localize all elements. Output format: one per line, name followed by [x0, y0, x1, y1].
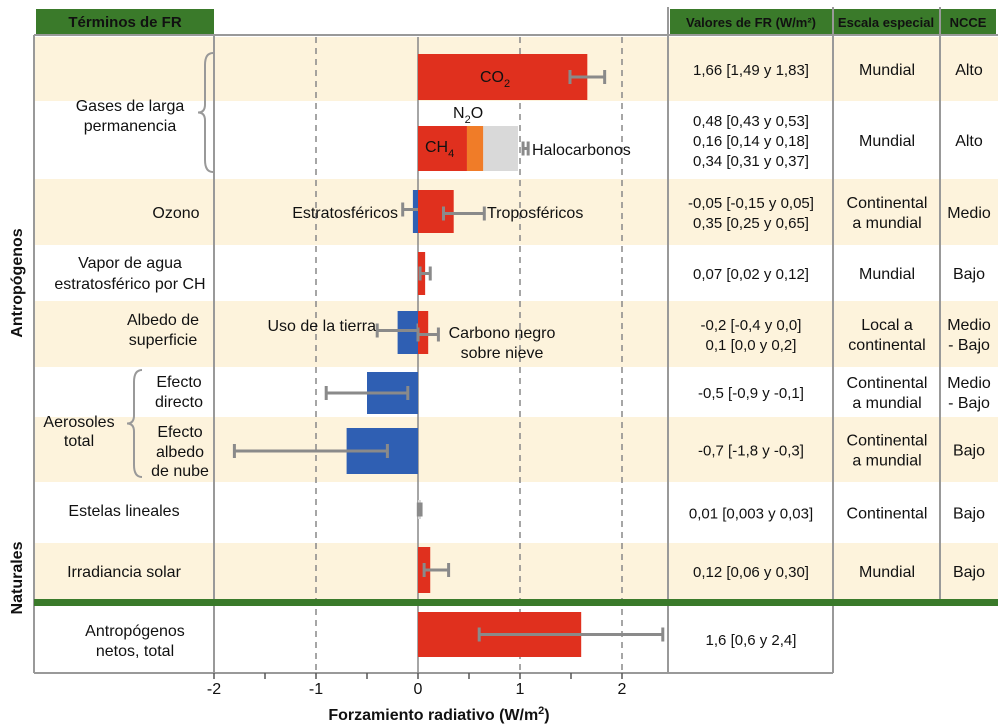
group-label-natural: Naturales: [9, 541, 26, 614]
group-label-anthropogenic: Antropógenos: [9, 228, 26, 337]
bar-ch4: [418, 126, 467, 171]
bar-carbono-negro-sobre-nieve: [418, 311, 429, 354]
header-ncce-bg: [941, 9, 996, 34]
ncce-text: Alto: [955, 62, 983, 79]
ncce-text: Bajo: [953, 506, 985, 523]
annotation-stratospheric: Estratosféricos: [292, 205, 398, 222]
scale-text: a mundial: [852, 395, 921, 412]
bar-halocarbonos: [483, 126, 518, 171]
row-band: [34, 543, 998, 599]
value-text: 0,16 [0,14 y 0,18]: [693, 133, 809, 150]
group-separator: [34, 599, 998, 606]
aerosol-group-label: Aerosoles: [43, 414, 114, 431]
scale-text: Continental: [847, 375, 928, 392]
row-label: permanencia: [84, 118, 177, 135]
scale-text: Local a: [861, 317, 913, 334]
annotation-black-carbon: Carbono negro: [449, 325, 556, 342]
row-label: directo: [155, 394, 203, 411]
annotation-halocarbons: Halocarbonos: [532, 142, 631, 159]
row-label: Antropógenos: [85, 623, 185, 640]
value-text: -0,2 [-0,4 y 0,0]: [701, 317, 802, 334]
x-tick-label: 1: [516, 681, 525, 698]
brace-long-lived-gases: [197, 52, 214, 173]
annotation-on-snow: sobre nieve: [461, 345, 544, 362]
x-tick-label: 0: [414, 681, 423, 698]
row-label: Gases de larga: [76, 98, 185, 115]
value-text: 0,1 [0,0 y 0,2]: [706, 337, 797, 354]
scale-text: Mundial: [859, 62, 915, 79]
header-terms-bg: [36, 9, 214, 34]
bar-uso-de-la-tierra: [397, 311, 418, 354]
value-text: 1,66 [1,49 y 1,83]: [693, 62, 809, 79]
row-label: Vapor de agua: [78, 255, 182, 272]
row-band: [34, 301, 998, 367]
row-label: estratosférico por CH: [54, 276, 205, 293]
ncce-text: Medio: [947, 205, 991, 222]
ncce-text: Bajo: [953, 443, 985, 460]
bar-co2: [418, 54, 588, 100]
value-text: -0,5 [-0,9 y -0,1]: [698, 385, 804, 402]
value-text: -0,7 [-1,8 y -0,3]: [698, 443, 804, 460]
row-label: Efecto: [156, 374, 201, 391]
bar-troposf-ricos: [418, 190, 454, 233]
scale-text: Mundial: [859, 266, 915, 283]
row-band: [34, 179, 998, 245]
value-text: 0,12 [0,06 y 0,30]: [693, 564, 809, 581]
ncce-text: Medio: [947, 375, 991, 392]
row-label: Irradiancia solar: [67, 564, 182, 581]
ncce-text: Alto: [955, 133, 983, 150]
header-scale-bg: [834, 9, 939, 34]
x-axis-label: Forzamiento radiativo (W/m2): [328, 705, 549, 724]
bar-estratosf-ricos: [412, 190, 418, 233]
value-text: 0,48 [0,43 y 0,53]: [693, 113, 809, 130]
annotation-n2o: N2O: [453, 105, 483, 126]
scale-text: a mundial: [852, 215, 921, 232]
value-text: 0,07 [0,02 y 0,12]: [693, 266, 809, 283]
ncce-text: - Bajo: [948, 395, 990, 412]
ncce-text: Bajo: [953, 564, 985, 581]
ncce-text: Medio: [947, 317, 991, 334]
header-values: Valores de FR (W/m²): [686, 15, 816, 30]
annotation-co2: CO2: [480, 69, 510, 90]
annotation-land-use: Uso de la tierra: [268, 318, 377, 335]
value-text: -0,05 [-0,15 y 0,05]: [688, 195, 814, 212]
scale-text: Continental: [847, 433, 928, 450]
row-label: albedo: [156, 444, 204, 461]
bar-n2o: [466, 126, 484, 171]
x-tick-label: -2: [207, 681, 221, 698]
value-text: 0,34 [0,31 y 0,37]: [693, 153, 809, 170]
x-tick-label: -1: [309, 681, 323, 698]
brace-aerosols: [126, 369, 143, 478]
scale-text: Mundial: [859, 564, 915, 581]
value-text: 0,01 [0,003 y 0,03]: [689, 506, 813, 523]
row-band: [34, 417, 998, 482]
ncce-text: Bajo: [953, 266, 985, 283]
scale-text: Mundial: [859, 133, 915, 150]
annotation-tropospheric: Troposféricos: [487, 205, 583, 222]
aerosol-group-label: total: [64, 433, 94, 450]
row-label: Ozono: [152, 205, 199, 222]
header-scale: Escala especial: [838, 15, 934, 30]
header-ncce: NCCE: [950, 15, 987, 30]
row-label: de nube: [151, 463, 209, 480]
value-text: 1,6 [0,6 y 2,4]: [706, 632, 797, 649]
header-terms: Términos de FR: [68, 14, 182, 31]
annotation-ch4: CH4: [425, 139, 454, 160]
scale-text: continental: [848, 337, 925, 354]
ncce-text: - Bajo: [948, 337, 990, 354]
row-label: netos, total: [96, 643, 174, 660]
x-tick-label: 2: [618, 681, 627, 698]
value-text: 0,35 [0,25 y 0,65]: [693, 215, 809, 232]
row-label: Efecto: [157, 424, 202, 441]
scale-text: Continental: [847, 506, 928, 523]
row-label: Albedo de: [127, 312, 199, 329]
scale-text: Continental: [847, 195, 928, 212]
scale-text: a mundial: [852, 453, 921, 470]
header-values-bg: [670, 9, 832, 34]
row-label: Estelas lineales: [68, 503, 179, 520]
row-label: superficie: [129, 332, 198, 349]
